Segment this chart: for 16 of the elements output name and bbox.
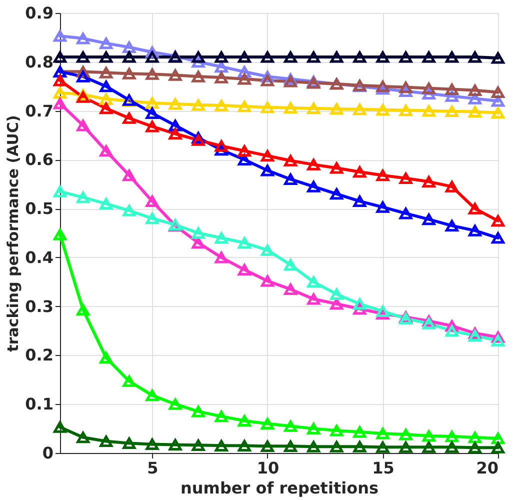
x-tick-label: 5 [147,458,158,478]
y-tick-label: 0.9 [25,4,54,22]
y-tick-label: 0.7 [25,101,54,120]
y-tick-label: 0.2 [25,346,54,365]
y-tick-label: 0.8 [25,52,54,72]
x-tick-label: 10 [256,458,280,478]
y-tick-label: 0.6 [25,150,54,170]
y-tick-label: 0.3 [25,296,54,316]
x-axis-title: number of repetitions [180,478,378,498]
x-tick-label: 20 [476,458,498,478]
y-tick-label: 0 [42,444,54,462]
y-tick-label: 0.4 [25,248,54,267]
y-tick-label: 0.5 [25,199,54,218]
y-tick-label: 0.1 [25,394,54,414]
y-axis-title: tracking performance (AUC) [4,115,22,352]
x-tick-label: 15 [372,458,394,478]
